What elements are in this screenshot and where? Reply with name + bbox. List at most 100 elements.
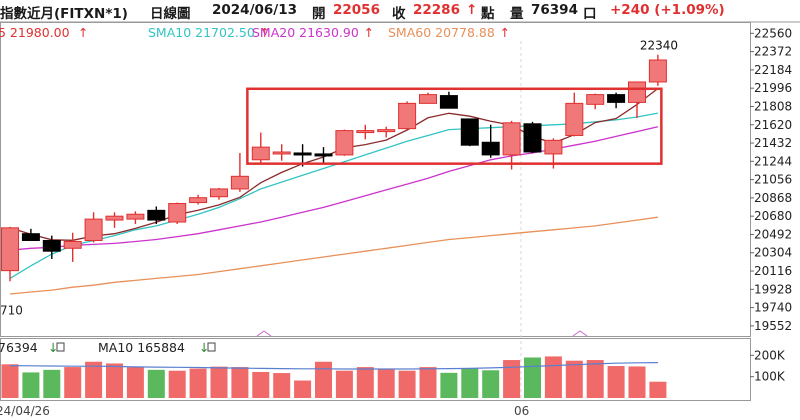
volume-legend-value: 76394 bbox=[0, 340, 38, 355]
candle-body bbox=[607, 94, 626, 103]
price-tick-label: 21056 bbox=[754, 173, 792, 187]
instrument-title: 指數近月(FITXN*1) bbox=[0, 6, 128, 22]
candle-body bbox=[230, 175, 249, 190]
candle-up bbox=[251, 132, 270, 163]
volume-bar bbox=[544, 356, 562, 398]
chart-header: 指數近月(FITXN*1) 日線圖 2024/06/13 開 22056 收 2… bbox=[0, 0, 800, 22]
candle-body bbox=[105, 215, 124, 221]
volume-ma-legend: MA10 165884 bbox=[98, 340, 185, 355]
price-tick-label: 19928 bbox=[754, 282, 792, 296]
volume-legend-box-icon bbox=[56, 342, 65, 352]
candles: 22340 bbox=[1, 39, 678, 282]
period-marker bbox=[572, 330, 588, 337]
candle-up bbox=[335, 129, 354, 156]
candle-body bbox=[648, 59, 667, 83]
candle-down bbox=[21, 228, 40, 241]
candle-body bbox=[1, 227, 19, 272]
candle-up bbox=[356, 124, 375, 140]
price-tick-label: 21808 bbox=[754, 99, 792, 113]
legend-arrow-icon: ↑ bbox=[260, 25, 270, 40]
price-tick-label: 22372 bbox=[754, 45, 792, 59]
volume-bar bbox=[377, 368, 395, 398]
legend-5: 5 21980.00 bbox=[0, 25, 70, 40]
max-price-label: 22340 bbox=[640, 39, 678, 53]
price-tick-label: 22560 bbox=[754, 26, 792, 40]
candle-body bbox=[439, 95, 458, 109]
legend-sma60: SMA60 20778.88 bbox=[388, 25, 495, 40]
volume-bar bbox=[649, 381, 667, 398]
price-tick-label: 20868 bbox=[754, 191, 792, 205]
candle-up bbox=[565, 92, 584, 137]
volume-bar bbox=[294, 380, 312, 398]
legend-sma10: SMA10 21702.50 bbox=[148, 25, 255, 40]
candle-body bbox=[210, 188, 228, 198]
legend-arrow-icon: ↑ bbox=[500, 25, 510, 40]
candle-down bbox=[607, 92, 626, 109]
volume-bar bbox=[419, 367, 437, 398]
candle-body bbox=[251, 146, 270, 161]
price-tick-label: 19552 bbox=[754, 319, 792, 333]
candle-body bbox=[42, 239, 61, 252]
volume-bar bbox=[43, 369, 61, 398]
period-label: 日線圖 bbox=[150, 6, 191, 22]
volume-bar bbox=[210, 366, 228, 398]
candle-body bbox=[272, 151, 291, 155]
candle-down bbox=[439, 91, 458, 109]
volume-ma-arrow-icon: ↓ bbox=[199, 340, 209, 355]
candle-up bbox=[419, 92, 437, 104]
volume-label: 量 bbox=[510, 6, 524, 22]
volume-bar bbox=[461, 368, 479, 398]
legend-arrow-icon: ↑ bbox=[78, 25, 88, 40]
candle-down bbox=[147, 206, 166, 224]
candle-body bbox=[293, 152, 312, 156]
volume-bar bbox=[356, 367, 374, 398]
volume-bar bbox=[565, 360, 583, 398]
candle-body bbox=[356, 130, 375, 134]
period-marker bbox=[256, 330, 272, 337]
volume-bar bbox=[1, 364, 19, 398]
legend-sma20: SMA20 21630.90 bbox=[252, 25, 359, 40]
volume-bar bbox=[252, 371, 270, 398]
candle-down bbox=[314, 147, 333, 163]
volume-legend-background bbox=[1, 339, 221, 355]
candle-body bbox=[502, 122, 521, 156]
candle-body bbox=[21, 233, 40, 241]
candle-up bbox=[126, 211, 145, 224]
price-tick-label: 21620 bbox=[754, 118, 792, 132]
price-tick-label: 21996 bbox=[754, 81, 792, 95]
price-tick-label: 20116 bbox=[754, 264, 792, 278]
candle-body bbox=[398, 102, 417, 130]
candle-down bbox=[42, 235, 61, 259]
candle-up bbox=[398, 101, 417, 130]
candle-down bbox=[523, 121, 542, 153]
volume-bar bbox=[126, 367, 144, 398]
candle-up bbox=[377, 126, 396, 138]
volume-bar bbox=[335, 370, 353, 398]
candle-body bbox=[628, 81, 646, 103]
consolidation-box bbox=[246, 87, 663, 165]
legend-background bbox=[1, 23, 541, 40]
candle-up bbox=[272, 144, 291, 161]
volume-bar bbox=[64, 367, 82, 398]
candle-up bbox=[230, 152, 249, 192]
left-price-label: 710 bbox=[0, 304, 23, 318]
open-value: 22056 bbox=[333, 2, 380, 18]
candle-up bbox=[628, 81, 646, 118]
candle-up bbox=[63, 232, 82, 262]
candle-body bbox=[460, 118, 479, 146]
volume-tick-label: 100K bbox=[754, 370, 786, 384]
volume-unit: 口 bbox=[583, 6, 597, 22]
x-label-month: 06 bbox=[514, 404, 529, 418]
candle-body bbox=[544, 139, 563, 155]
candle-body bbox=[84, 218, 103, 241]
candle-up bbox=[189, 194, 208, 205]
volume-panel: 76394 ↓ MA10 165884 ↓ 200K 100K bbox=[0, 339, 786, 398]
sma60-line bbox=[9, 216, 658, 295]
point-label: 點 bbox=[481, 6, 495, 22]
candle-body bbox=[335, 130, 354, 156]
volume-bar bbox=[440, 372, 458, 398]
volume-panel-frame bbox=[0, 338, 751, 401]
candle-body bbox=[168, 203, 187, 223]
volume-bar bbox=[586, 360, 604, 398]
